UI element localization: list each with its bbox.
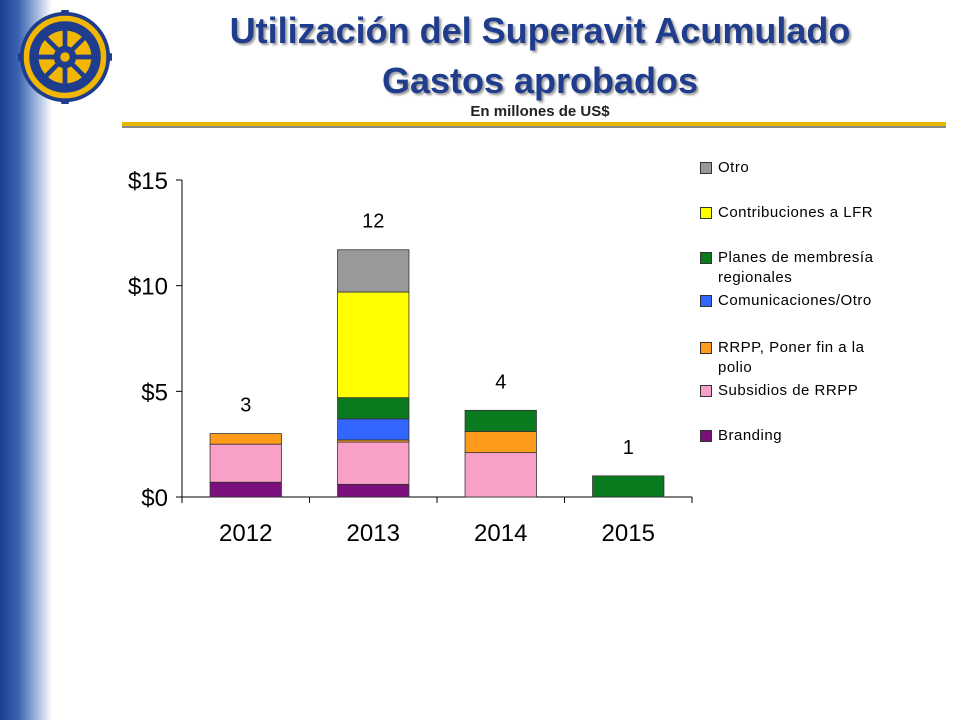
legend-item: Planes de membresía regionales: [700, 248, 873, 288]
bar-segment: [209, 481, 282, 498]
bar-total-label: 1: [623, 437, 634, 459]
legend-swatch: [700, 295, 712, 307]
legend-swatch: [700, 207, 712, 219]
page-subtitle: En millones de US$: [470, 103, 610, 120]
legend-item: Comunicaciones/Otro: [700, 291, 872, 311]
y-tick-label: $15: [128, 168, 168, 195]
legend-label: Contribuciones a LFR: [718, 204, 874, 221]
legend-item: Contribuciones a LFR: [700, 203, 873, 223]
legend-swatch: [700, 342, 712, 354]
bar-segment: [464, 409, 537, 432]
legend-label: RRPP, Poner fin a la polio: [718, 339, 865, 376]
title-divider: [122, 122, 946, 128]
bar-segment: [337, 291, 410, 399]
legend-swatch: [700, 385, 712, 397]
x-category-label: 2012: [219, 520, 272, 547]
legend-item: Otro: [700, 158, 749, 178]
y-tick-label: $10: [128, 274, 168, 301]
page-title: Utilización del Superavit Acumulado: [229, 10, 851, 51]
legend-label: Otro: [718, 159, 750, 176]
y-tick-label: $0: [141, 485, 168, 512]
bar-total-label: 12: [362, 211, 384, 233]
side-gradient-band: [0, 0, 52, 720]
bar-segment: [592, 475, 665, 498]
x-category-label: 2013: [347, 520, 400, 547]
legend-item: Subsidios de RRPP: [700, 381, 858, 401]
page-title-line2: Gastos aprobados: [381, 60, 699, 101]
bar-segment: [337, 441, 410, 485]
legend-item: Branding: [700, 426, 782, 446]
legend-label: Subsidios de RRPP: [718, 382, 859, 399]
bar-segment: [337, 483, 410, 498]
bar-total-label: 4: [495, 371, 506, 393]
bar-segment: [337, 397, 410, 420]
legend-swatch: [700, 430, 712, 442]
x-category-label: 2015: [602, 520, 655, 547]
bar-segment: [209, 433, 282, 445]
bar-segment: [337, 418, 410, 441]
legend-label: Planes de membresía regionales: [718, 249, 874, 286]
legend-label: Branding: [718, 427, 783, 444]
bar-segment: [337, 249, 410, 293]
bar-total-label: 3: [240, 395, 251, 417]
legend-swatch: [700, 252, 712, 264]
bar-segment: [209, 443, 282, 483]
y-tick-label: $5: [141, 379, 168, 406]
bar-segment: [464, 431, 537, 454]
bar-segment: [464, 452, 537, 498]
legend-item: RRPP, Poner fin a la polio: [700, 338, 864, 378]
rotary-logo-icon: [18, 10, 112, 104]
legend-label: Comunicaciones/Otro: [718, 292, 872, 309]
legend-swatch: [700, 162, 712, 174]
x-category-label: 2014: [474, 520, 527, 547]
